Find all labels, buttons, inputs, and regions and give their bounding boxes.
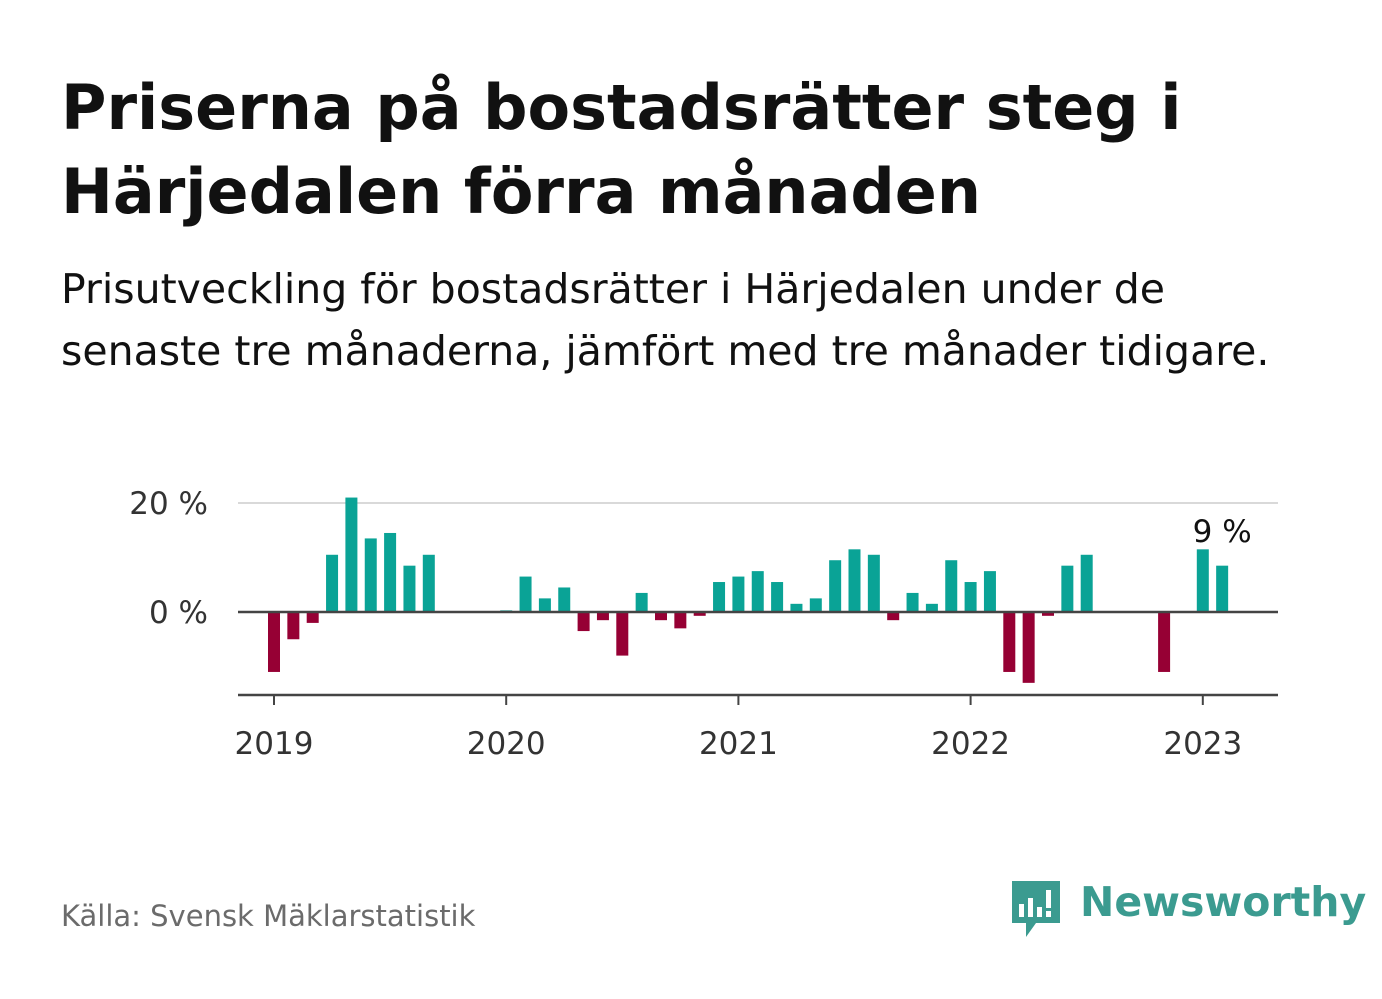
bar [1216,565,1229,612]
bar [635,592,648,612]
bar [616,612,629,656]
bar [326,554,339,612]
bar [848,549,861,612]
newsworthy-logo-icon [1012,881,1060,937]
bar [364,538,377,612]
page-title: Priserna på bostadsrätter steg i Härjeda… [61,71,1182,228]
bar [287,612,300,640]
bar [790,603,803,612]
bar [925,603,938,612]
bar [519,576,532,612]
bar [693,612,706,616]
source-note: Källa: Svensk Mäklarstatistik [61,899,476,933]
bar [403,565,416,612]
y-tick-label: 20 % [129,486,208,522]
bar [1061,565,1074,612]
newsworthy-logo-text: Newsworthy [1080,878,1367,926]
bar [1196,549,1209,612]
bar [945,560,958,612]
label-layer: 0 % 20 % 2019 2020 2021 2022 2023 9 % [129,486,1251,762]
bar [829,560,842,612]
latest-value-annotation: 9 % [1193,514,1252,550]
x-tick-label: 2022 [931,726,1010,762]
bar [964,582,977,612]
bar-chart: 0 % 20 % 2019 2020 2021 2022 2023 9 % [129,486,1278,762]
bar [983,571,996,612]
y-tick-label: 0 % [149,595,208,631]
bar [751,571,764,612]
x-tick-label: 2021 [699,726,778,762]
bar [558,587,571,612]
x-tick-label: 2023 [1163,726,1242,762]
bar [384,532,397,612]
bar [1158,612,1171,672]
bar [655,612,667,621]
x-tick-label: 2019 [235,726,314,762]
bar [674,612,687,629]
bar [1042,612,1054,616]
bars-layer [268,497,1229,683]
bar [1022,612,1035,683]
bar [538,598,551,612]
bar [596,612,609,621]
axis-layer [238,610,1278,705]
bar [577,612,590,632]
bar [713,582,726,612]
bar [268,612,280,672]
page-subtitle: Prisutveckling för bostadsrätter i Härje… [61,265,1270,375]
x-tick-label: 2020 [467,726,546,762]
bar [809,598,822,612]
bar [887,612,900,621]
bar [1080,554,1093,612]
bar [422,554,435,612]
bar [345,497,358,612]
bar [1003,612,1016,672]
bar [306,612,319,623]
bar [906,592,919,612]
bar [771,582,784,612]
bar [732,576,745,612]
bar [867,554,880,612]
